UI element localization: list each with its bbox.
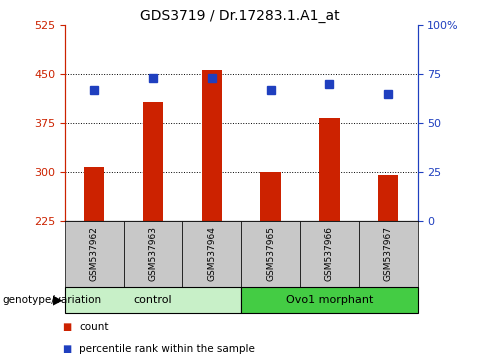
Text: GSM537963: GSM537963 xyxy=(148,227,157,281)
Text: percentile rank within the sample: percentile rank within the sample xyxy=(79,344,255,354)
Bar xyxy=(319,118,340,221)
Bar xyxy=(378,175,398,221)
Text: GSM537964: GSM537964 xyxy=(207,227,216,281)
Text: ▶: ▶ xyxy=(53,293,62,307)
Text: GSM537965: GSM537965 xyxy=(266,227,275,281)
Bar xyxy=(260,172,281,221)
Bar xyxy=(143,102,163,221)
Text: GSM537967: GSM537967 xyxy=(384,227,393,281)
Text: Ovo1 morphant: Ovo1 morphant xyxy=(286,295,373,305)
Text: GSM537962: GSM537962 xyxy=(90,227,99,281)
Bar xyxy=(202,70,222,221)
Text: genotype/variation: genotype/variation xyxy=(2,295,102,305)
Text: ■: ■ xyxy=(62,322,72,332)
Text: GDS3719 / Dr.17283.1.A1_at: GDS3719 / Dr.17283.1.A1_at xyxy=(140,9,340,23)
Text: GSM537966: GSM537966 xyxy=(325,227,334,281)
Text: count: count xyxy=(79,322,108,332)
Text: control: control xyxy=(134,295,172,305)
Bar xyxy=(84,167,105,221)
Text: ■: ■ xyxy=(62,344,72,354)
